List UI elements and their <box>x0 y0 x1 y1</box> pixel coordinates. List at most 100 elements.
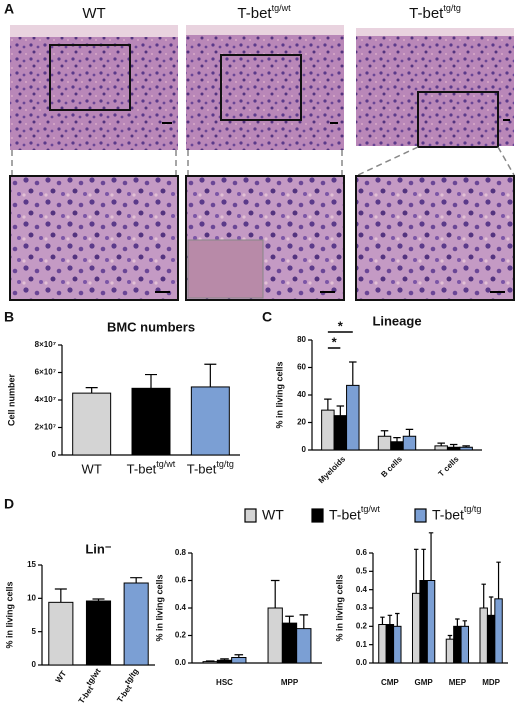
error-bar <box>349 361 357 386</box>
y-tick-label: 80 <box>297 335 306 344</box>
error-bar <box>380 616 385 625</box>
superscript: tg/tg <box>123 667 140 686</box>
superscript: tg/wt <box>85 667 103 688</box>
x-tick-label: Myeloids <box>317 454 348 485</box>
zoom-image-wt <box>9 175 179 301</box>
legend-swatch <box>414 508 427 523</box>
bar <box>333 415 348 451</box>
error-bar <box>387 614 393 625</box>
bar <box>378 624 387 664</box>
error-bar <box>455 618 460 627</box>
y-tick-label: 15 <box>27 560 36 569</box>
image-edge <box>356 28 514 36</box>
error-bar <box>204 363 217 387</box>
bar <box>426 580 436 664</box>
y-tick-label: 0.2 <box>175 631 187 640</box>
error-bar <box>324 398 332 411</box>
zoom-connectors <box>11 146 515 176</box>
error-bar <box>428 532 434 581</box>
bar <box>419 580 428 664</box>
y-tick-label: 2×10⁷ <box>35 423 56 432</box>
bar <box>131 387 171 456</box>
y-tick-label: 0.3 <box>356 603 368 612</box>
y-tick-label: 0.5 <box>356 566 368 575</box>
inset <box>187 239 264 299</box>
y-axis-label: Cell number <box>6 374 16 427</box>
bar <box>385 624 395 664</box>
error-bar <box>380 430 389 437</box>
error-bar <box>130 577 143 583</box>
error-bar <box>462 620 468 627</box>
error-bar <box>285 615 294 624</box>
bar <box>321 409 335 451</box>
y-tick-label: 6×10⁷ <box>35 368 56 377</box>
significance-label: * <box>332 334 338 349</box>
bar <box>48 601 74 666</box>
error-bar <box>220 658 229 661</box>
x-tick-label: WT <box>54 669 69 684</box>
significance-label: * <box>338 318 344 333</box>
legend-label: WT <box>262 507 284 523</box>
y-tick-label: 0.1 <box>356 640 368 649</box>
bar <box>445 638 455 664</box>
y-axis-label: % in living cells <box>4 581 14 648</box>
panel-label: B <box>4 309 14 325</box>
x-tick-label: GMP <box>415 678 434 687</box>
y-tick-label: 0.0 <box>356 658 368 667</box>
error-bar <box>145 373 157 389</box>
error-bar <box>393 437 401 442</box>
bar <box>479 607 488 664</box>
bar <box>377 435 392 451</box>
y-axis-label: % in living cells <box>154 574 164 641</box>
bar <box>216 659 233 664</box>
error-bar <box>54 588 67 603</box>
image-header: T-bettg/tg <box>409 3 461 22</box>
bar <box>411 592 421 664</box>
bar <box>434 445 448 451</box>
bar <box>123 582 149 666</box>
superscript: tg/tg <box>443 3 461 13</box>
y-tick-label: 4×10⁷ <box>35 395 56 404</box>
y-tick-label: 0.2 <box>356 621 368 630</box>
y-tick-label: 0.4 <box>175 603 187 612</box>
image-edge <box>10 25 178 37</box>
y-tick-label: 10 <box>27 593 36 602</box>
bar <box>346 384 360 451</box>
error-bar <box>270 579 280 608</box>
zoom-box <box>220 54 302 121</box>
y-tick-label: 0 <box>32 660 37 669</box>
bar <box>459 446 473 451</box>
bar <box>281 622 298 664</box>
error-bar <box>234 654 244 658</box>
x-tick-label: WT <box>82 461 102 476</box>
error-bar <box>447 634 453 640</box>
image-tgwt <box>186 25 344 150</box>
bar <box>202 661 218 664</box>
superscript: tg/tg <box>216 459 234 469</box>
y-axis-label: % in living cells <box>274 361 284 428</box>
superscript: tg/wt <box>272 3 292 13</box>
panel-label: D <box>4 496 14 512</box>
superscript: tg/wt <box>361 504 381 514</box>
bar <box>446 446 461 451</box>
x-tick-label: T-bettg/tg <box>187 459 234 476</box>
error-bar <box>395 612 400 627</box>
image-tgtg <box>356 28 514 146</box>
zoom-image-tgtg <box>355 175 515 301</box>
bar <box>267 607 283 664</box>
image-header: T-bettg/wt <box>237 3 291 22</box>
legend-swatch <box>311 508 324 523</box>
y-tick-label: 20 <box>297 418 306 427</box>
bar <box>402 435 417 451</box>
y-tick-label: 0 <box>302 445 307 454</box>
error-bar <box>481 583 486 608</box>
y-tick-label: 0.6 <box>356 548 368 557</box>
error-bar <box>413 548 419 594</box>
y-tick-label: 60 <box>297 363 306 372</box>
y-tick-label: 0.8 <box>175 548 187 557</box>
bar <box>486 614 496 664</box>
image-wt <box>10 25 178 150</box>
x-tick-label: T-bettg/tg <box>112 667 144 704</box>
panel-label: C <box>262 309 272 325</box>
